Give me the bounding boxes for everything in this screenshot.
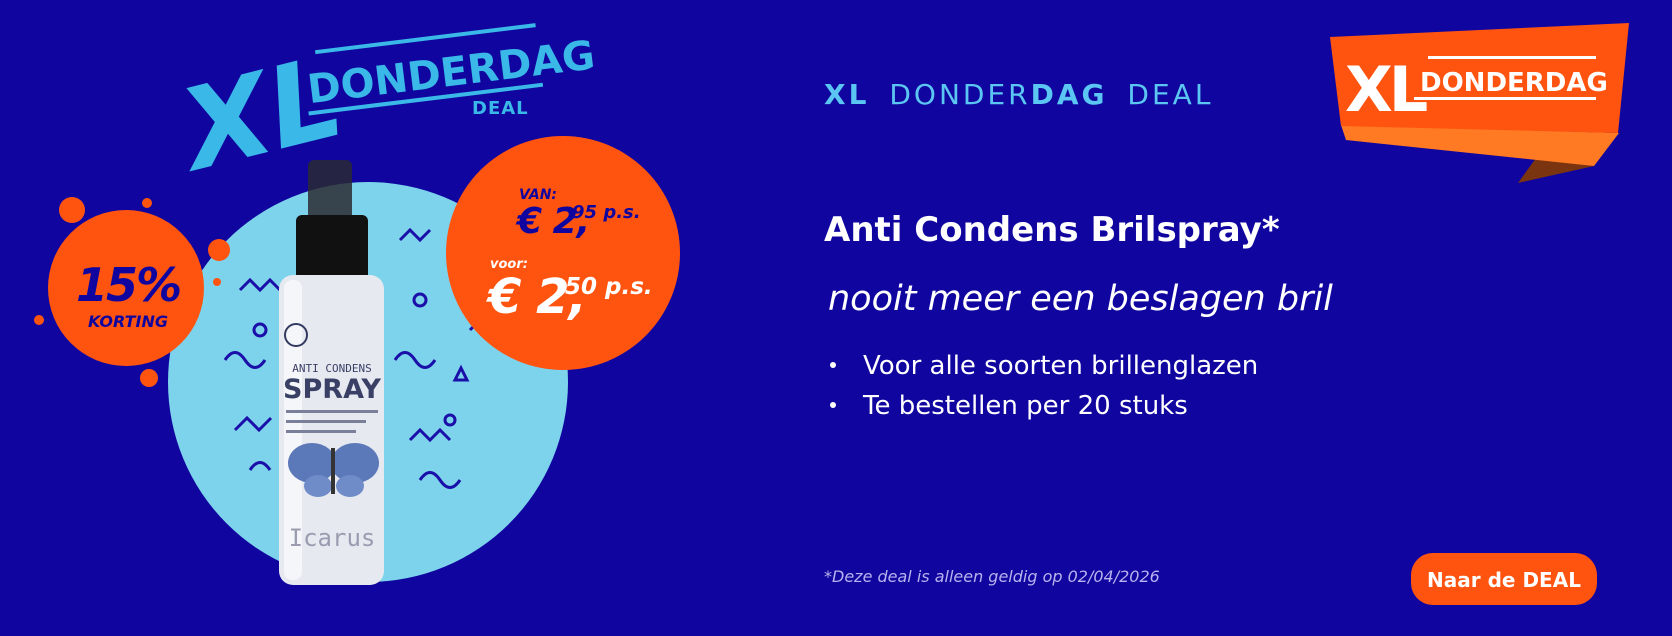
footnote: *Deze deal is alleen geldig op 02/04/202… [824, 567, 1160, 586]
badge-dots [34, 197, 230, 387]
header-part: DAG [1031, 78, 1108, 111]
product-bottle: ANTI CONDENS SPRAY Icarus [279, 160, 384, 585]
logo-right-name: DONDERDAG [1420, 68, 1608, 98]
header-part: DONDER [889, 78, 1030, 111]
bullet-dot [830, 362, 836, 368]
logo-right-xl: XL [1345, 53, 1427, 126]
badge-percent: 15% [76, 258, 180, 312]
price-circle [446, 136, 680, 370]
badge-label: KORTING [88, 312, 168, 331]
bottle-line1: ANTI CONDENS [292, 362, 371, 375]
subtitle: nooit meer een beslagen bril [828, 279, 1333, 319]
button-label[interactable]: Naar de DEAL [1427, 568, 1581, 592]
price-from-cents: 95 p.s. [572, 202, 641, 223]
price-to-label: voor: [490, 257, 528, 272]
badge-circle [48, 210, 204, 366]
bullet: Voor alle soorten brillenglazen [863, 351, 1258, 381]
header-part: XL [824, 78, 869, 111]
pattern [223, 227, 492, 489]
price-from-euro: € 2, [515, 201, 589, 242]
bullet-dot [830, 402, 836, 408]
price-to-cents: 50 p.s. [565, 274, 653, 300]
bottle-brand: Icarus [289, 524, 376, 552]
header: XL DONDERDAG DEAL [824, 78, 1213, 111]
bullet: Te bestellen per 20 stuks [862, 391, 1188, 421]
header-part: DEAL [1127, 78, 1213, 111]
price: VAN: € 2, 95 p.s. voor: € 2, 50 p.s. [486, 187, 653, 325]
deal-button[interactable]: Naar de DEAL [1411, 553, 1597, 605]
title: Anti Condens Brilspray* [824, 210, 1280, 250]
price-from-label: VAN: [519, 187, 557, 203]
logo-tag: DEAL [472, 98, 529, 119]
price-to-euro: € 2, [486, 269, 586, 325]
bottle-line2: SPRAY [283, 374, 381, 405]
button-bg[interactable] [1411, 553, 1597, 605]
logo-right: XL DONDERDAG [1330, 23, 1629, 183]
